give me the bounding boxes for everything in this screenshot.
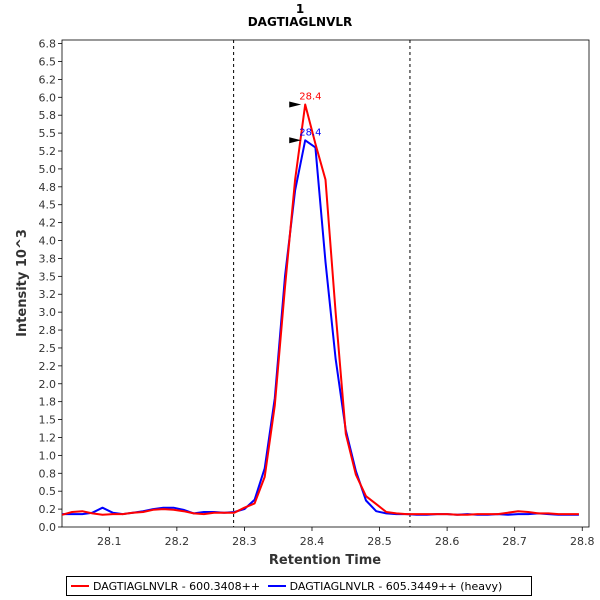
y-tick-label: 1.8 xyxy=(39,396,57,409)
peak-marker-heavy xyxy=(289,137,302,144)
y-tick-label: 0.8 xyxy=(39,467,57,480)
series-line-light xyxy=(61,103,579,516)
legend-swatch-red xyxy=(71,585,89,587)
y-tick-label: 5.0 xyxy=(39,163,57,176)
y-tick-label: 1.2 xyxy=(39,431,57,444)
y-tick-label: 1.0 xyxy=(39,449,57,462)
legend-label-heavy: DAGTIAGLNVLR - 605.3449++ (heavy) xyxy=(289,579,503,593)
plot-area xyxy=(61,39,590,528)
x-tick-label: 28.1 xyxy=(97,535,122,548)
legend-label-light: DAGTIAGLNVLR - 600.3408++ xyxy=(93,579,261,593)
y-tick-label: 2.5 xyxy=(39,342,57,355)
y-tick-label: 3.5 xyxy=(39,270,57,283)
y-tick-label: 4.8 xyxy=(39,181,57,194)
x-tick-label: 28.6 xyxy=(435,535,460,548)
series-layer xyxy=(61,103,579,516)
chart-subtitle: DAGTIAGLNVLR xyxy=(248,15,353,29)
x-axis-title: Retention Time xyxy=(269,553,381,568)
legend-item-light: DAGTIAGLNVLR - 600.3408++ xyxy=(67,580,264,593)
y-tick-label: 6.5 xyxy=(39,55,57,68)
chart-title: 1 xyxy=(296,2,304,16)
y-tick-label: 4.0 xyxy=(39,235,57,248)
x-axis: 28.1 28.2 28.3 28.4 28.5 28.6 28.7 28.8 xyxy=(97,527,594,548)
y-axis: 0.0 0.2 0.5 0.8 1.0 1.2 1.5 1.8 2.0 2.2 2.5 2.8 3.0 3… xyxy=(39,38,62,534)
y-tick-label: 4.2 xyxy=(39,217,57,230)
y-tick-label: 1.5 xyxy=(39,414,57,427)
x-tick-label: 28.5 xyxy=(367,535,392,548)
peak-label-heavy: 28.4 xyxy=(299,127,321,138)
peak-markers: 28.4 28.4 xyxy=(289,91,321,144)
y-tick-label: 3.8 xyxy=(39,252,57,265)
x-tick-label: 28.4 xyxy=(300,535,325,548)
y-tick-label: 4.5 xyxy=(39,199,57,212)
y-tick-label: 6.8 xyxy=(39,38,57,51)
peak-label-light: 28.4 xyxy=(299,91,321,102)
legend-item-heavy: DAGTIAGLNVLR - 605.3449++ (heavy) xyxy=(264,579,503,593)
y-tick-label: 5.5 xyxy=(39,127,57,140)
y-tick-label: 6.2 xyxy=(39,73,57,86)
legend: DAGTIAGLNVLR - 600.3408++ DAGTIAGLNVLR -… xyxy=(66,576,532,596)
y-tick-label: 3.2 xyxy=(39,288,57,301)
y-tick-label: 5.8 xyxy=(39,109,57,122)
y-tick-label: 2.0 xyxy=(39,378,57,391)
x-tick-label: 28.2 xyxy=(165,535,190,548)
y-tick-label: 0.5 xyxy=(39,485,57,498)
x-tick-label: 28.8 xyxy=(570,535,595,548)
y-tick-label: 0.2 xyxy=(39,503,57,516)
y-tick-label: 2.2 xyxy=(39,360,57,373)
x-tick-label: 28.7 xyxy=(502,535,527,548)
y-axis-title: Intensity 10^3 xyxy=(15,229,30,337)
y-tick-label: 6.0 xyxy=(39,91,57,104)
y-tick-label: 2.8 xyxy=(39,324,57,337)
peak-marker-light xyxy=(289,101,302,108)
x-tick-label: 28.3 xyxy=(232,535,257,548)
y-tick-label: 3.0 xyxy=(39,306,57,319)
y-tick-label: 0.0 xyxy=(39,521,57,534)
legend-swatch-blue xyxy=(267,585,286,587)
y-tick-label: 5.2 xyxy=(39,145,57,158)
